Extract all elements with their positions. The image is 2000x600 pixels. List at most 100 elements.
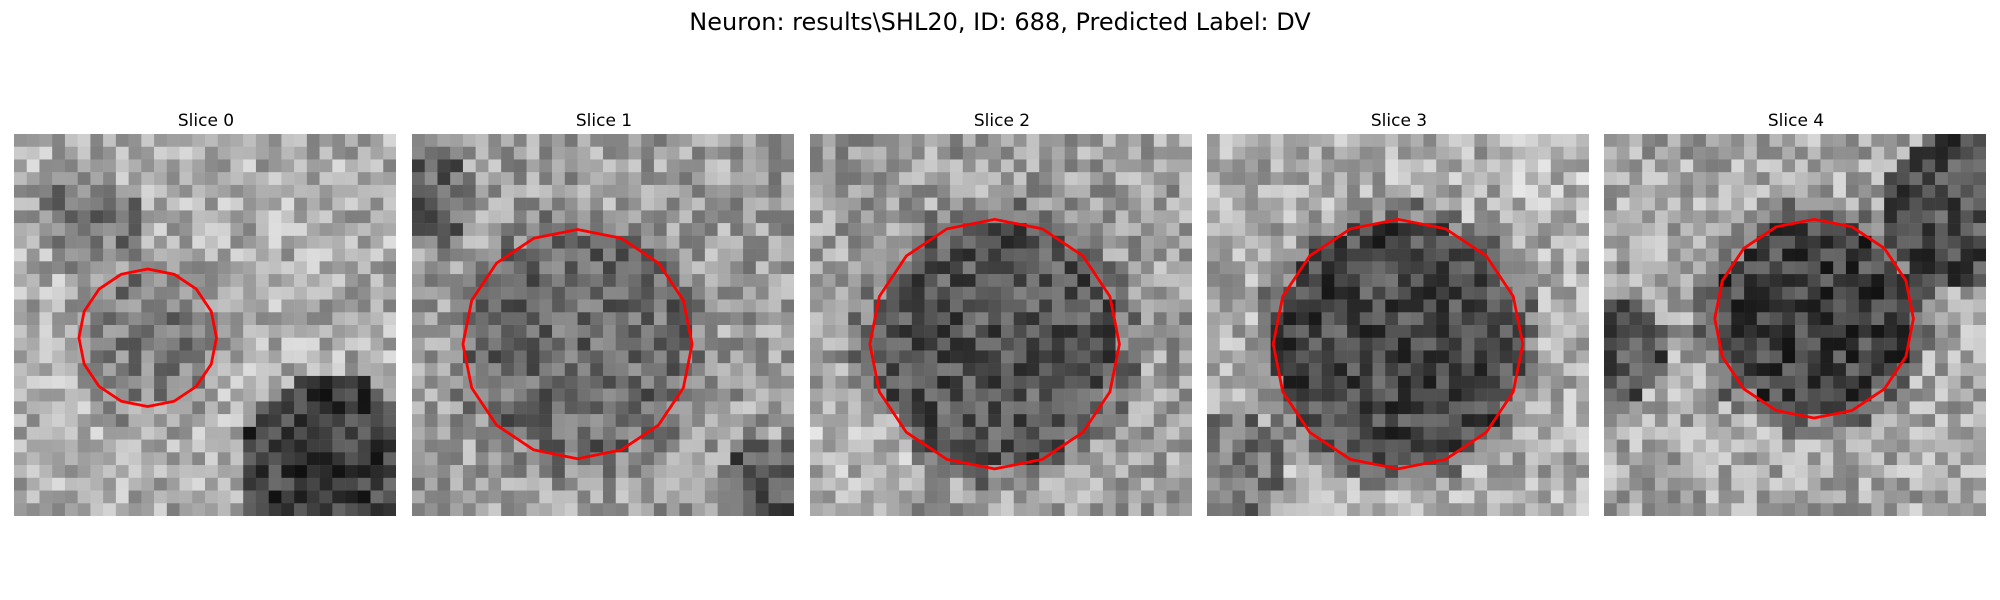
image-pixel	[1667, 452, 1681, 466]
image-pixel	[1744, 274, 1758, 288]
image-pixel	[603, 159, 616, 173]
image-pixel	[1499, 477, 1513, 491]
image-pixel	[962, 503, 976, 516]
image-pixel	[1833, 210, 1847, 224]
image-pixel	[1308, 490, 1322, 504]
image-pixel	[1705, 477, 1719, 491]
image-pixel	[1398, 363, 1411, 377]
image-pixel	[1922, 146, 1936, 160]
image-pixel	[1461, 223, 1475, 237]
image-pixel	[1448, 477, 1462, 491]
image-pixel	[1245, 426, 1259, 440]
image-pixel	[1179, 134, 1192, 147]
image-pixel	[1499, 197, 1513, 211]
image-pixel	[294, 172, 308, 186]
image-pixel	[768, 235, 782, 249]
image-pixel	[1128, 197, 1142, 211]
image-pixel	[1257, 197, 1271, 211]
image-pixel	[128, 274, 142, 288]
image-pixel	[1051, 363, 1065, 377]
image-pixel	[743, 375, 757, 389]
image-pixel	[424, 477, 438, 491]
image-pixel	[179, 503, 193, 516]
image-pixel	[666, 452, 680, 466]
image-pixel	[14, 210, 27, 224]
image-pixel	[1909, 503, 1923, 516]
image-pixel	[1347, 388, 1361, 402]
image-pixel	[1604, 490, 1617, 504]
image-pixel	[1013, 146, 1027, 160]
image-pixel	[526, 375, 540, 389]
image-pixel	[1820, 235, 1834, 249]
image-pixel	[1487, 197, 1501, 211]
image-pixel	[230, 363, 244, 377]
image-pixel	[115, 477, 129, 491]
image-pixel	[1705, 159, 1719, 173]
image-pixel	[603, 375, 616, 389]
image-pixel	[1616, 439, 1630, 453]
image-pixel	[1270, 261, 1284, 275]
image-pixel	[115, 465, 129, 479]
image-pixel	[810, 159, 823, 173]
image-pixel	[1731, 426, 1745, 440]
image-pixel	[1947, 439, 1961, 453]
image-pixel	[950, 439, 964, 453]
image-pixel	[217, 299, 231, 313]
image-pixel	[950, 197, 964, 211]
image-pixel	[1102, 248, 1116, 262]
image-pixel	[1090, 159, 1104, 173]
image-pixel	[1538, 134, 1552, 147]
image-pixel	[1833, 388, 1847, 402]
image-pixel	[1782, 490, 1796, 504]
image-pixel	[1538, 261, 1552, 275]
image-pixel	[1487, 465, 1501, 479]
image-pixel	[628, 414, 642, 428]
image-pixel	[564, 197, 578, 211]
image-pixel	[962, 299, 976, 313]
image-pixel	[77, 223, 91, 237]
image-pixel	[1423, 274, 1437, 288]
image-pixel	[1039, 337, 1053, 351]
image-pixel	[1935, 223, 1949, 237]
image-pixel	[243, 426, 257, 440]
image-pixel	[90, 248, 104, 262]
image-pixel	[1077, 503, 1091, 516]
image-pixel	[412, 477, 425, 491]
image-pixel	[1398, 490, 1411, 504]
image-pixel	[1576, 503, 1589, 516]
image-pixel	[1731, 299, 1745, 313]
image-pixel	[1077, 426, 1091, 440]
image-pixel	[319, 490, 333, 504]
image-pixel	[450, 197, 464, 211]
image-pixel	[539, 146, 553, 160]
image-pixel	[1461, 299, 1475, 313]
image-pixel	[1141, 312, 1155, 326]
image-pixel	[14, 235, 27, 249]
image-pixel	[475, 465, 489, 479]
image-pixel	[1064, 159, 1078, 173]
image-pixel	[217, 261, 231, 275]
image-pixel	[513, 172, 527, 186]
image-pixel	[1461, 146, 1475, 160]
image-pixel	[755, 159, 769, 173]
image-pixel	[1845, 286, 1859, 300]
image-pixel	[1219, 350, 1233, 364]
image-pixel	[526, 325, 540, 338]
image-pixel	[1731, 490, 1745, 504]
image-pixel	[1576, 426, 1589, 440]
image-pixel	[205, 261, 218, 275]
image-pixel	[679, 503, 693, 516]
image-pixel	[1525, 312, 1539, 326]
image-pixel	[1296, 426, 1310, 440]
image-pixel	[1102, 223, 1116, 237]
image-pixel	[1372, 312, 1386, 326]
image-pixel	[26, 503, 40, 516]
image-pixel	[988, 490, 1002, 504]
image-pixel	[1051, 299, 1065, 313]
image-pixel	[39, 184, 53, 198]
image-pixel	[692, 248, 706, 262]
image-pixel	[810, 248, 823, 262]
image-pixel	[383, 197, 396, 211]
image-pixel	[115, 210, 129, 224]
image-pixel	[345, 350, 359, 364]
